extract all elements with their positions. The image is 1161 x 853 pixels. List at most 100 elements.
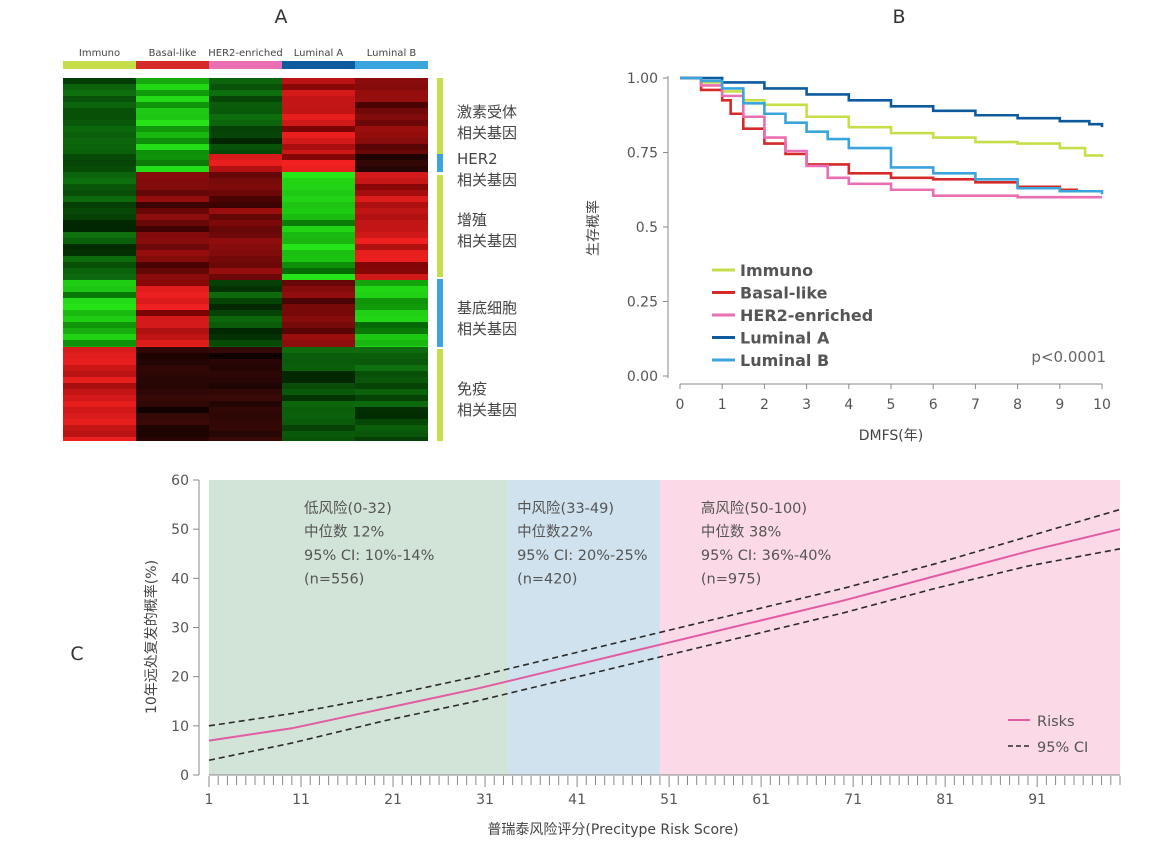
heatmap-cell [282, 256, 355, 262]
heatmap-cell [355, 371, 428, 377]
risk-zone-text: 95% CI: 20%-25% [517, 548, 647, 564]
heatmap-cell [136, 196, 209, 202]
heatmap-cell [209, 371, 282, 377]
heatmap-cell [355, 108, 428, 114]
heatmap-cell [282, 268, 355, 274]
subtype-color-bar [282, 61, 355, 69]
heatmap-cell [136, 220, 209, 226]
heatmap-panel: Immuno Basal-like HER2-enriched Luminal A Lu… [63, 48, 517, 441]
heatmap-cell [355, 304, 428, 310]
x-tick-label: 51 [660, 792, 678, 808]
heatmap-cell [282, 196, 355, 202]
heatmap-cell [209, 347, 282, 353]
heatmap-cell [355, 250, 428, 256]
x-tick-label: 2 [760, 397, 769, 413]
heatmap-cell [136, 102, 209, 108]
heatmap-cell [282, 154, 355, 160]
heatmap-cell [355, 226, 428, 232]
heatmap-cell [355, 244, 428, 250]
heatmap-cell [282, 371, 355, 377]
risk-zone-text: 中风险(33-49) [517, 500, 614, 517]
panel-a-letter: A [275, 6, 288, 28]
heatmap-column-headers: Immuno Basal-like HER2-enriched Luminal A Lu… [79, 48, 417, 59]
survival-legend: Immuno Basal-like HER2-enriched Luminal A Lu… [712, 261, 873, 370]
x-tick-label: 91 [1028, 792, 1046, 808]
heatmap-cell [282, 328, 355, 334]
heatmap-cell [63, 395, 136, 401]
heatmap-cell [63, 172, 136, 178]
heatmap-cell [355, 138, 428, 144]
heatmap-cell [355, 346, 428, 347]
heatmap-cell [282, 353, 355, 359]
risk-zone [508, 480, 660, 775]
heatmap-cell [209, 359, 282, 365]
heatmap-cell [63, 419, 136, 425]
x-tick-label: 10 [1093, 397, 1111, 413]
gene-group-label: 基底细胞 [457, 299, 517, 317]
heatmap-cell [282, 389, 355, 395]
heatmap-cell [355, 120, 428, 126]
heatmap-cell [355, 214, 428, 220]
heatmap-cell [209, 150, 282, 154]
gene-group-label: 免疫 [457, 380, 487, 398]
heatmap-cell [63, 425, 136, 431]
heatmap-cell [282, 286, 355, 292]
heatmap-cell [63, 184, 136, 190]
heatmap-cell [209, 220, 282, 226]
heatmap-cell [282, 184, 355, 190]
heatmap-cell [63, 431, 136, 437]
heatmap-cell [209, 154, 282, 160]
heatmap-cell [355, 102, 428, 108]
heatmap-cell [136, 256, 209, 262]
x-tick-label: 4 [844, 397, 853, 413]
heatmap-cell [209, 262, 282, 268]
legend-label: Basal-like [740, 284, 828, 303]
survival-curve [680, 76, 1104, 195]
heatmap-cell [63, 220, 136, 226]
x-tick-label: 61 [752, 792, 770, 808]
x-tick-label: 0 [676, 397, 685, 413]
heatmap-cell [209, 286, 282, 292]
gene-group-label: 相关基因 [457, 232, 517, 250]
y-tick-label: 40 [171, 571, 189, 587]
heatmap-cell [355, 298, 428, 304]
heatmap-cell [209, 202, 282, 208]
heatmap-cell [136, 322, 209, 328]
heatmap-cell [136, 250, 209, 256]
heatmap-cell [136, 304, 209, 310]
heatmap-cell [282, 250, 355, 256]
heatmap-cell [136, 359, 209, 365]
heatmap-cell [355, 359, 428, 365]
legend-label: Risks [1037, 714, 1075, 730]
heatmap-cell [63, 132, 136, 138]
ci-line [208, 548, 1121, 762]
gene-group-label: 相关基因 [457, 124, 517, 142]
heatmap-cell [136, 419, 209, 425]
heatmap-cell [282, 322, 355, 328]
heatmap-cell [355, 310, 428, 316]
survival-chart: 0.00 0.25 0.5 0.75 1.00 0 1 2 3 4 5 6 7 8 9 10 Immuno Ba… [585, 71, 1111, 444]
heatmap-cell [63, 359, 136, 365]
heatmap-cell [209, 196, 282, 202]
heatmap-cell [282, 208, 355, 214]
gene-group-bar [437, 279, 443, 347]
heatmap-cell [209, 160, 282, 166]
heatmap-cell [282, 190, 355, 196]
heatmap-cell [355, 431, 428, 437]
heatmap-cell [355, 96, 428, 102]
heatmap-cell [136, 202, 209, 208]
survival-curve [680, 76, 1104, 157]
heatmap-cell [355, 353, 428, 359]
heatmap-cell [282, 102, 355, 108]
heatmap-cell [63, 298, 136, 304]
heatmap-cell [282, 425, 355, 431]
heatmap-cell [355, 437, 428, 441]
heatmap-cell [63, 166, 136, 172]
risk-zone-text: 95% CI: 10%-14% [304, 548, 434, 564]
heatmap-cell [282, 377, 355, 383]
gene-group-bar [437, 175, 443, 277]
heatmap-cell [63, 334, 136, 340]
panel-b-letter: B [892, 6, 905, 28]
heatmap-cell [136, 132, 209, 138]
